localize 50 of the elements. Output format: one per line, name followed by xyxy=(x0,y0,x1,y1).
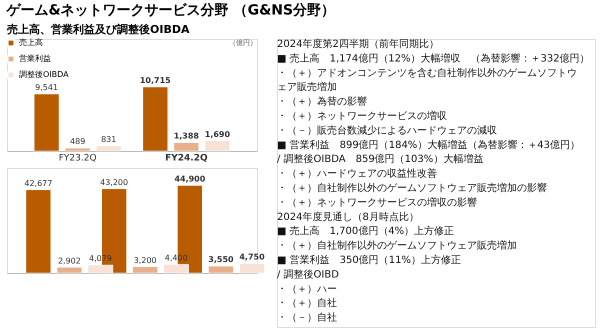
text: ・（＋）自社制作以外のゲームソフトウェア販売増加の影響 xyxy=(277,182,547,194)
text: ・（－）自社 xyxy=(277,312,337,324)
bar xyxy=(142,86,168,152)
data-label: 831 xyxy=(101,135,116,144)
chart-subtitle: 売上高、営業利益及び調整後OIBDA xyxy=(7,23,190,36)
text: 2024年度第2四半期（前年同期比） xyxy=(277,38,439,50)
data-label: 3,200 xyxy=(134,256,157,265)
data-label: 43,200 xyxy=(100,178,128,187)
data-label: 489 xyxy=(70,137,86,146)
data-label: 9,541 xyxy=(35,83,58,92)
text: ・（＋）自社 xyxy=(277,297,337,310)
legend-label: 売上高 xyxy=(19,38,43,47)
text: 2024年度見通し（8月時点比） xyxy=(277,210,419,223)
data-label: 44,900 xyxy=(174,174,206,184)
bar xyxy=(132,266,158,274)
data-label: 1,690 xyxy=(204,130,230,139)
text: ■ 売上高 1,700億円（4%）上方修正 xyxy=(277,225,454,238)
x-tick-label: FY23.2Q xyxy=(58,154,97,164)
data-label: 4,750 xyxy=(239,252,266,262)
text: ・（－）販売台数減少によるハードウェアの減収 xyxy=(277,124,497,136)
bar xyxy=(174,142,200,152)
text: ■ 営業利益 899億円（184%）大幅増益（為替影響：＋43億円） xyxy=(277,138,580,151)
bar xyxy=(239,263,265,274)
data-label: 1,388 xyxy=(174,132,200,141)
chart-title: ゲーム&ネットワークサービス分野 （G&NS分野） xyxy=(6,2,336,18)
x-tick-label: FY24.2Q xyxy=(165,154,208,164)
legend-label: 調整後OIBDA xyxy=(19,70,70,79)
text: / 調整後OIBD xyxy=(277,268,340,280)
legend-label: 営業利益 xyxy=(19,54,51,63)
bar xyxy=(64,148,90,152)
text: ・（＋）アドオンコンテンツを含む自社制作以外のゲームソフトウェア販売増加 xyxy=(277,66,577,94)
text: ・（＋）自社制作以外のゲームソフトウェア販売増加 xyxy=(277,240,517,252)
text: / 調整後OIBDA 859億円（103%）大幅増益 xyxy=(277,153,484,166)
text: ・（＋）ハードウェアの収益性改善 xyxy=(277,168,437,180)
bar xyxy=(34,94,60,152)
text: ・（＋）ハー xyxy=(277,284,337,295)
text: ■ 売上高 1,174億円（12%）大幅増収 （為替影響：＋332億円） xyxy=(277,52,590,64)
bar xyxy=(204,140,230,152)
text: ・（＋）ネットワークサービスの増収 xyxy=(277,110,447,122)
data-label: 3,550 xyxy=(208,255,234,264)
text: ・（＋）為替の影響 xyxy=(277,96,367,108)
bar xyxy=(208,266,234,274)
data-label: 42,677 xyxy=(24,178,52,188)
bar xyxy=(56,267,82,274)
data-label: 2,902 xyxy=(58,256,81,266)
text: ■ 営業利益 350億円（11%）上方修正 xyxy=(277,254,461,266)
bar xyxy=(26,190,52,274)
data-label: 10,715 xyxy=(140,76,172,85)
text: ・（＋）ネットワークサービスの増収の影響 xyxy=(277,196,477,208)
bar xyxy=(96,146,122,152)
